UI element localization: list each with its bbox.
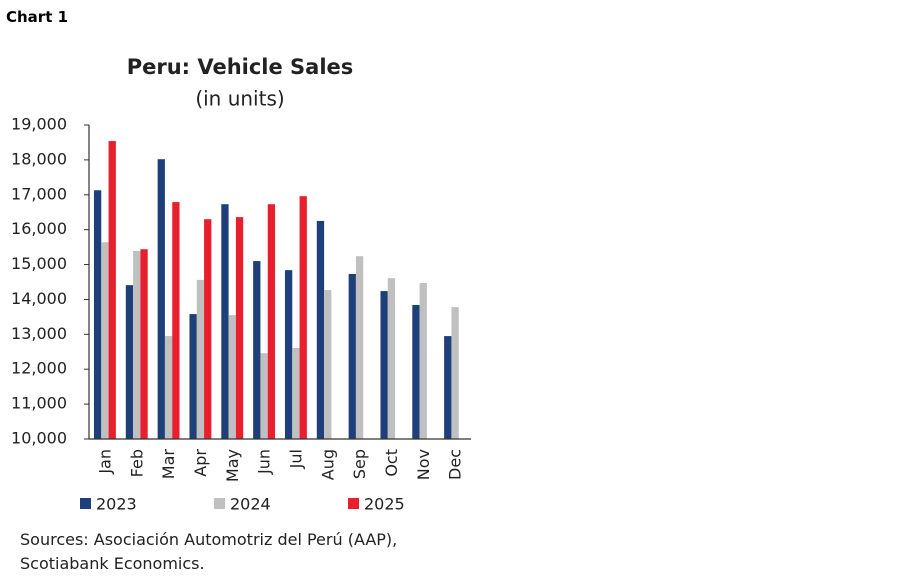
legend-label: 2024 [230,495,271,514]
bar [221,204,229,439]
bar [93,190,102,439]
x-tick-label: Jun [255,449,274,475]
x-tick-label: Feb [127,449,146,477]
bar [419,283,427,439]
bar [444,336,452,439]
y-tick-label: 18,000 [11,149,67,168]
bar [355,256,364,439]
bar [157,159,165,440]
legend-swatch [348,498,359,509]
bar [140,249,148,439]
bar [196,279,205,439]
bar [284,270,293,439]
legend-swatch [80,498,91,509]
x-tick-label: Nov [414,449,433,480]
y-tick-label: 13,000 [11,324,67,343]
bar [412,305,420,439]
chart-title: Peru: Vehicle Sales [127,55,354,79]
y-tick-label: 16,000 [11,219,67,238]
bar [133,250,141,439]
bar [108,141,116,439]
bar [380,291,388,439]
bar [204,219,212,439]
bar [235,217,244,439]
bar [292,347,300,439]
bar [164,336,173,439]
x-tick-label: Apr [191,449,210,477]
bar [324,290,332,439]
chart-subtitle: (in units) [195,87,284,111]
x-tick-label: Oct [382,449,401,477]
x-tick-label: Sep [350,449,369,479]
x-tick-label: Dec [446,449,465,480]
bar [348,273,356,439]
y-tick-label: 15,000 [11,254,67,273]
bar [260,353,268,439]
y-tick-label: 11,000 [11,394,67,413]
bar [299,196,307,439]
x-tick-label: Jan [95,449,114,475]
bar [228,315,236,439]
bar [387,278,396,439]
bar [101,242,109,439]
y-tick-label: 17,000 [11,184,67,203]
bar [451,307,459,439]
y-tick-label: 12,000 [11,359,67,378]
legend-label: 2025 [364,495,405,514]
x-tick-label: Aug [318,449,337,480]
chart-header: Chart 1 [6,8,69,26]
legend-label: 2023 [96,495,137,514]
bar [253,261,261,439]
bar [125,285,134,439]
bar [172,202,180,439]
y-tick-label: 14,000 [11,289,67,308]
bar [316,220,325,439]
y-tick-label: 10,000 [11,429,67,448]
source-note: Sources: Asociación Automotriz del Perú … [20,530,398,573]
bar [267,204,276,439]
bar [189,314,197,439]
x-tick-label: May [223,449,242,482]
x-tick-label: Mar [159,449,178,480]
legend-swatch [214,498,225,509]
x-tick-label: Jul [286,449,305,469]
y-tick-label: 19,000 [11,115,67,134]
